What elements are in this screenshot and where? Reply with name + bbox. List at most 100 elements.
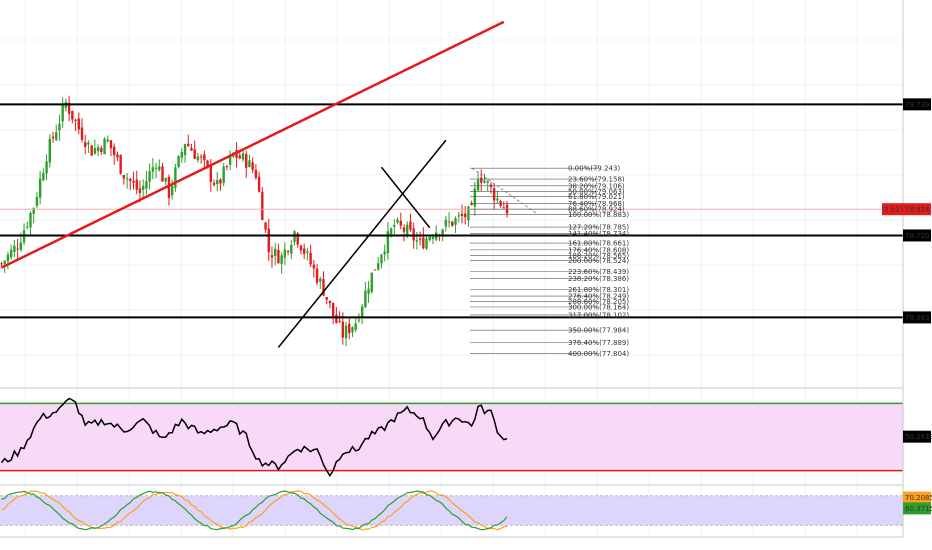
fib-level-label: 161.80%(78.661) <box>568 240 629 248</box>
fib-level-label: 127.20%(78.785) <box>568 224 629 232</box>
candle-body <box>389 228 393 235</box>
candle-body <box>344 325 348 339</box>
candle-body <box>151 167 155 172</box>
candle-body <box>209 165 212 182</box>
price-level-label: 78.083 <box>905 314 930 322</box>
candle-body <box>55 132 58 140</box>
candle-body <box>293 231 296 243</box>
candle-body <box>473 188 477 207</box>
candle-body <box>367 288 370 294</box>
axis-background <box>903 0 932 550</box>
candle-body <box>132 180 135 183</box>
candle-body <box>42 172 45 181</box>
candle-body <box>338 320 341 322</box>
candle-body <box>161 166 164 182</box>
candle-body <box>74 119 77 121</box>
candle-body <box>125 178 129 180</box>
candle-body <box>87 142 90 145</box>
candle-body <box>219 179 222 184</box>
oscillator-1-value-label: 50.2619 <box>905 433 932 441</box>
candle-body <box>9 249 13 258</box>
candle-body <box>463 213 467 218</box>
candle-body <box>158 166 161 170</box>
oscillator-2-series-line <box>1 490 508 531</box>
candle-body <box>58 123 61 131</box>
fib-diagonal <box>471 167 539 215</box>
candle-body <box>354 323 357 330</box>
candle-body <box>428 236 431 241</box>
rising-red-trendline <box>0 20 505 269</box>
candle-body <box>206 160 209 167</box>
candle-body <box>26 226 29 228</box>
candle-body <box>177 156 180 167</box>
fib-level-label: 100.00%(78.883) <box>568 211 629 219</box>
candle-body <box>418 238 422 240</box>
fib-level-label: 350.00%(77.984) <box>568 327 629 335</box>
candle-body <box>270 255 274 258</box>
candle-body <box>90 145 93 156</box>
candle-body <box>412 228 415 241</box>
candle-body <box>167 176 171 198</box>
candle-body <box>325 297 328 300</box>
candle-body <box>100 147 103 152</box>
price-level-label-box <box>903 311 931 324</box>
candle-body <box>193 149 196 159</box>
candle-body <box>380 254 383 264</box>
candle-body <box>248 160 251 168</box>
fib-level-label: 300.00%(78.164) <box>568 303 629 311</box>
percent-change-box <box>882 203 903 216</box>
candle-body <box>238 155 241 159</box>
candle-body <box>386 231 390 253</box>
candle-body <box>441 229 444 235</box>
price-axis: 79.739 0.61%78.924 78.720 78.083 50.2619 70.2… <box>882 0 932 550</box>
oscillator-2-pane <box>0 490 903 531</box>
candle-body <box>38 178 42 198</box>
oscillator-1-line <box>0 397 508 477</box>
candle-body <box>373 269 377 271</box>
candle-body <box>457 215 460 217</box>
current-price-label-box <box>903 203 931 216</box>
fib-level-label: 261.80%(78.301) <box>568 286 629 294</box>
candle-body <box>322 279 325 296</box>
candle-body <box>19 242 23 250</box>
candle-body <box>3 260 6 264</box>
candle-body <box>306 251 309 253</box>
falling-black-trendline <box>380 166 431 229</box>
candle-body <box>302 248 306 254</box>
candle-body <box>406 224 409 235</box>
candle-body <box>119 155 122 174</box>
candle-body <box>225 166 229 168</box>
candle-body <box>29 212 32 228</box>
candle-body <box>370 272 373 292</box>
oscillator-2-value-label: 70.2085 <box>905 494 932 502</box>
candle-body <box>357 319 361 321</box>
candle-body <box>106 139 109 142</box>
candle-body <box>341 321 345 338</box>
candle-body <box>296 233 299 245</box>
candle-body <box>431 237 435 240</box>
candle-body <box>170 185 174 196</box>
candle-body <box>351 327 354 333</box>
fib-level-label: 223.60%(78.439) <box>568 268 629 276</box>
candle-body <box>480 177 483 183</box>
candle-body <box>257 176 261 192</box>
oscillator-1-value-label-box <box>903 430 931 443</box>
candle-body <box>93 148 97 154</box>
fib-level-label: 238.20%(78.386) <box>568 275 629 283</box>
oscillator-1-pane <box>0 397 903 477</box>
candle-body <box>183 144 187 156</box>
fib-level-label: 76.40%(78.968) <box>568 200 625 208</box>
candle-body <box>496 198 499 201</box>
candle-body <box>309 252 312 265</box>
candle-body <box>116 154 119 158</box>
fib-level-label: 317.00%(78.102) <box>568 311 629 319</box>
candle-body <box>447 221 451 223</box>
candle-body <box>228 155 232 165</box>
candle-body <box>290 244 293 254</box>
candle-body <box>422 237 425 249</box>
fib-level-label: 200.00%(78.524) <box>568 257 629 265</box>
candle-body <box>331 302 335 317</box>
price-level-label: 78.720 <box>905 232 930 240</box>
candle-body <box>415 240 419 242</box>
candle-body <box>154 167 158 169</box>
